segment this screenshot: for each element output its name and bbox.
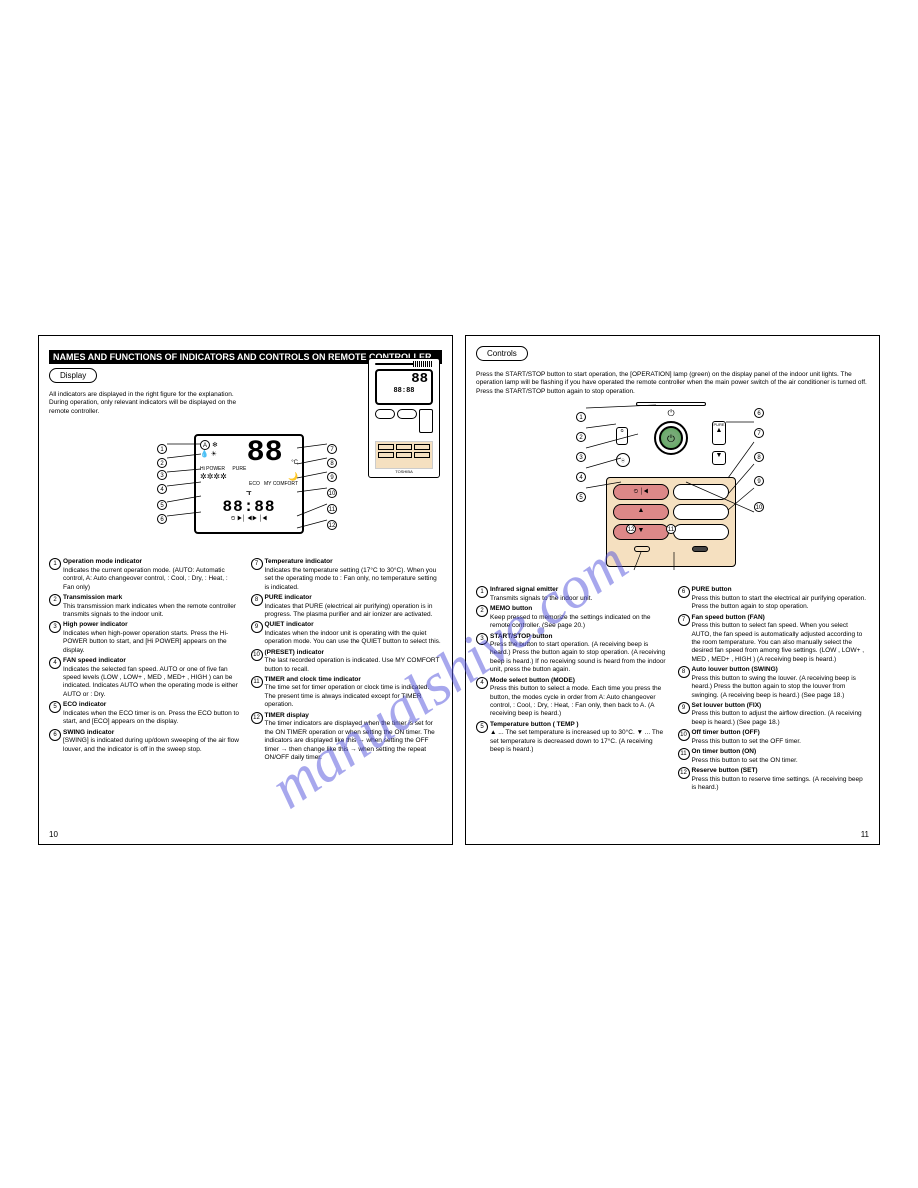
desc-item: PURE indicatorIndicates that PURE (elect… bbox=[251, 594, 443, 619]
desc-item: SWING indicator[SWING] is indicated duri… bbox=[49, 729, 241, 754]
desc-item: ECO indicatorIndicates when the ECO time… bbox=[49, 701, 241, 726]
desc-item: Reserve button (SET)Press this button to… bbox=[678, 767, 870, 792]
desc-list-left: Operation mode indicatorIndicates the cu… bbox=[49, 558, 241, 764]
page-number: 11 bbox=[861, 830, 869, 839]
section-label: Display bbox=[49, 368, 97, 383]
page-right: Controls Press the START/STOP button to … bbox=[465, 335, 880, 845]
controls-intro: Press the START/STOP button to start ope… bbox=[476, 371, 869, 396]
desc-item: TIMER and clock time indicatorThe time s… bbox=[251, 676, 443, 710]
desc-list-left: Infrared signal emitterTransmits signals… bbox=[476, 586, 668, 794]
desc-item: TIMER displayThe timer indicators are di… bbox=[251, 712, 443, 763]
desc-item: PURE buttonPress this button to start th… bbox=[678, 586, 870, 611]
lcd-figure: A ❄ 💧 ☀ 88 °C Hi POWER PURE ✲✲✲✲ 🌙 ECO M… bbox=[49, 424, 442, 554]
section-label: Controls bbox=[476, 346, 528, 361]
desc-item: Set louver button (FIX)Press this button… bbox=[678, 702, 870, 727]
manual-spread: NAMES AND FUNCTIONS OF INDICATORS AND CO… bbox=[38, 335, 880, 845]
desc-item: Operation mode indicatorIndicates the cu… bbox=[49, 558, 241, 592]
desc-item: On timer button (ON)Press this button to… bbox=[678, 748, 870, 765]
desc-item: START/STOP buttonPress the button to sta… bbox=[476, 633, 668, 675]
desc-item: QUIET indicatorIndicates when the indoor… bbox=[251, 621, 443, 646]
desc-item: Temperature indicatorIndicates the tempe… bbox=[251, 558, 443, 592]
page-number: 10 bbox=[49, 830, 58, 839]
controls-figure: ⏻ ⏲ ⏻ PURE ▲ ▼ ⦿ ⏲ │◀ ▲ ▼ bbox=[476, 402, 869, 582]
desc-item: Auto louver button (SWING)Press this but… bbox=[678, 666, 870, 700]
leader-lines-r bbox=[476, 402, 876, 582]
desc-item: (PRESET) indicatorThe last recorded oper… bbox=[251, 649, 443, 674]
desc-item: MEMO buttonKeep pressed to memorize the … bbox=[476, 605, 668, 630]
display-note: All indicators are displayed in the righ… bbox=[49, 391, 239, 416]
desc-list-right: Temperature indicatorIndicates the tempe… bbox=[251, 558, 443, 764]
desc-item: Mode select button (MODE)Press this butt… bbox=[476, 677, 668, 719]
desc-item: FAN speed indicatorIndicates the selecte… bbox=[49, 657, 241, 699]
desc-list-right: PURE buttonPress this button to start th… bbox=[678, 586, 870, 794]
page-left: NAMES AND FUNCTIONS OF INDICATORS AND CO… bbox=[38, 335, 453, 845]
desc-item: Transmission markThis transmission mark … bbox=[49, 594, 241, 619]
desc-item: Temperature button ( TEMP )▲ ... The set… bbox=[476, 721, 668, 755]
desc-item: Fan speed button (FAN)Press this button … bbox=[678, 614, 870, 665]
desc-item: Off timer button (OFF)Press this button … bbox=[678, 729, 870, 746]
desc-item: High power indicatorIndicates when high-… bbox=[49, 621, 241, 655]
desc-item: Infrared signal emitterTransmits signals… bbox=[476, 586, 668, 603]
